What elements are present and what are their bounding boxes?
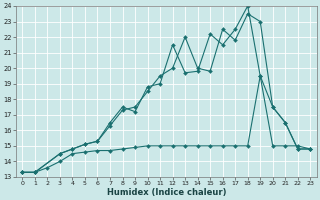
X-axis label: Humidex (Indice chaleur): Humidex (Indice chaleur) bbox=[107, 188, 226, 197]
